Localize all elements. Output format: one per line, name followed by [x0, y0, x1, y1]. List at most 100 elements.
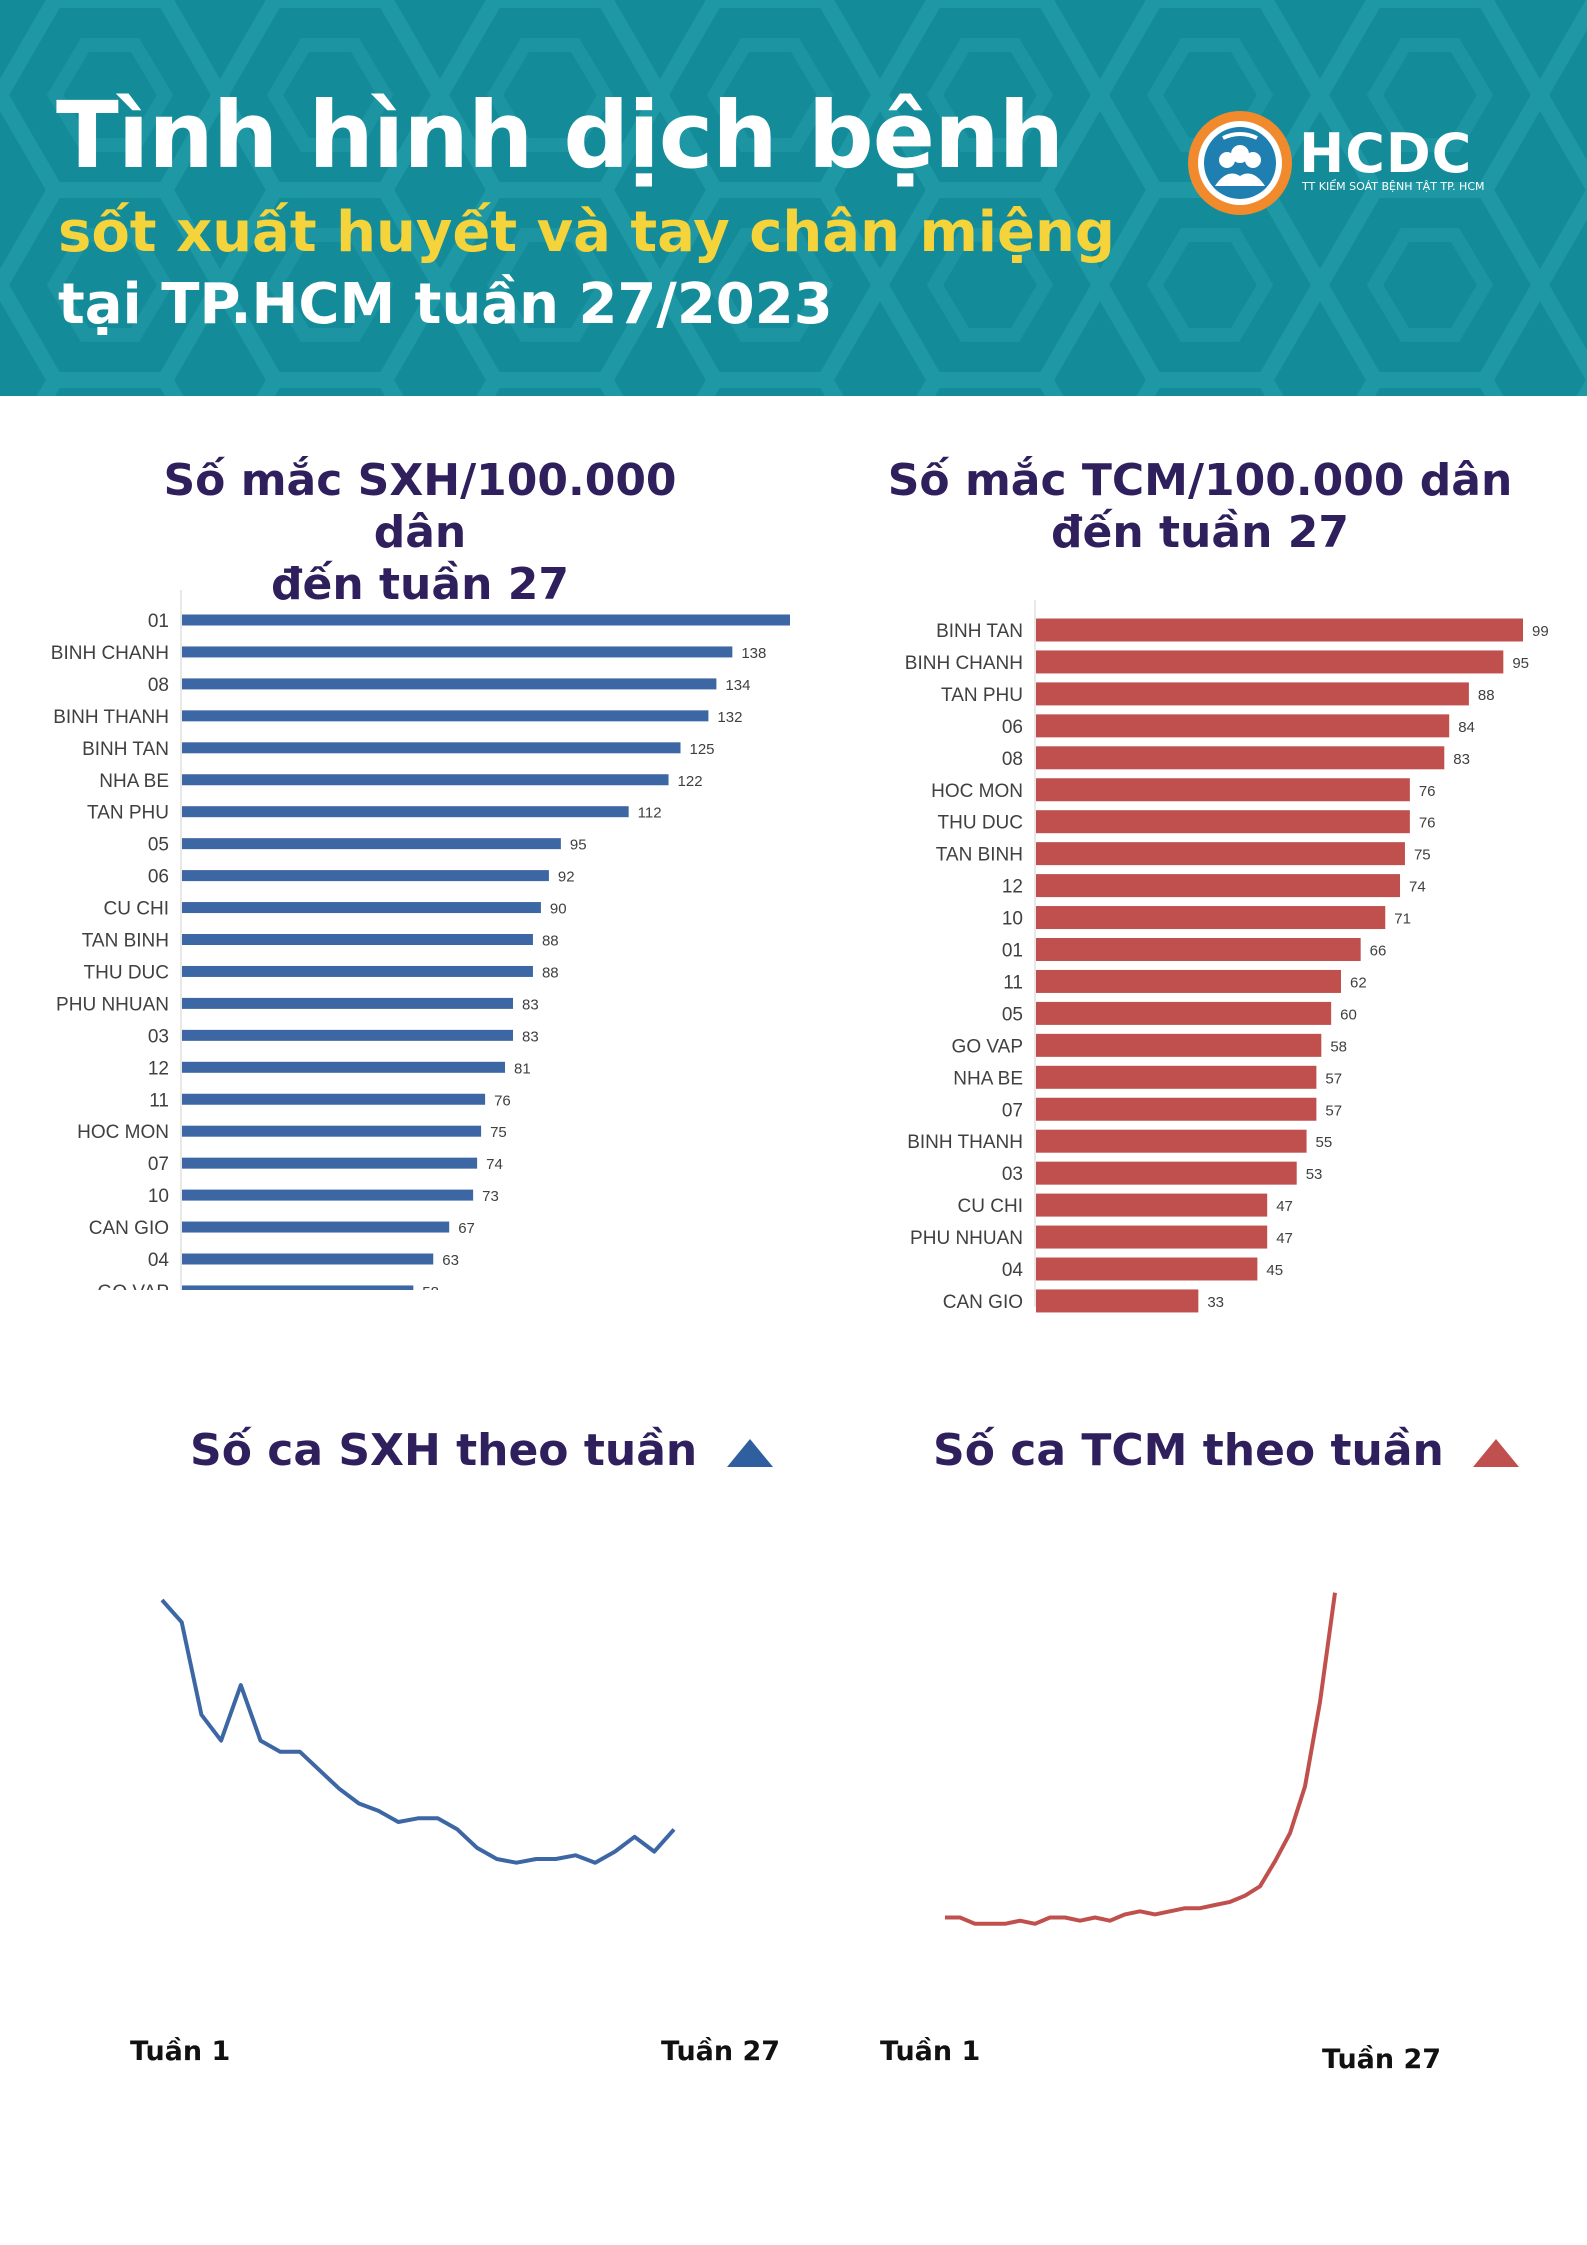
tcm-bar [1036, 1065, 1317, 1089]
tcm-category-label: 06 [1002, 717, 1023, 738]
sxh-value-label: 138 [741, 645, 766, 662]
tcm-bar [1036, 842, 1405, 866]
tcm-bar [1036, 778, 1410, 802]
sxh-value-label: 73 [482, 1188, 499, 1205]
sxh-value-label: 125 [690, 741, 715, 758]
tcm-category-label: BINH TAN [936, 621, 1023, 642]
tcm-category-label: 04 [1002, 1260, 1024, 1281]
tcm-category-label: CAN GIO [943, 1292, 1023, 1313]
sxh-bar [182, 678, 717, 690]
tcm-bar [1036, 969, 1341, 993]
sxh-category-label: HOC MON [77, 1122, 169, 1143]
page-subtitle-location: tại TP.HCM tuần 27/2023 [58, 272, 833, 337]
tcm-category-label: 07 [1002, 1100, 1023, 1121]
sxh-value-label: 75 [490, 1124, 507, 1141]
sxh-bar [182, 997, 514, 1009]
tcm-week-end-label: Tuần 27 [1322, 2044, 1442, 2075]
triangle-up-icon [1473, 1439, 1520, 1467]
sxh-value-label: 132 [717, 709, 742, 726]
tcm-bar [1036, 1033, 1322, 1057]
tcm-bar-chart-title: Số mắc TCM/100.000 dân đến tuần 27 [880, 455, 1520, 559]
sxh-bar [182, 774, 669, 786]
sxh-bar [182, 902, 541, 914]
tcm-value-label: 53 [1306, 1166, 1323, 1183]
tcm-line-chart-title: Số ca TCM theo tuần [933, 1425, 1521, 1476]
tcm-week-start-label: Tuần 1 [880, 2036, 981, 2067]
tcm-bar [1036, 650, 1504, 674]
triangle-up-icon [726, 1439, 773, 1467]
sxh-category-label: CU CHI [104, 899, 169, 920]
tcm-series-line [945, 1592, 1337, 1926]
tcm-category-label: 11 [1003, 972, 1023, 993]
sxh-category-label: BINH THANH [53, 707, 169, 728]
tcm-bar-title-line1: Số mắc TCM/100.000 dân [887, 455, 1513, 506]
tcm-category-label: 12 [1002, 877, 1023, 898]
tcm-value-label: 99 [1532, 623, 1549, 640]
tcm-value-label: 45 [1266, 1262, 1283, 1279]
sxh-bar [182, 614, 790, 626]
tcm-value-label: 71 [1394, 911, 1411, 928]
header-pattern [0, 0, 1587, 396]
tcm-line-chart [944, 1592, 1337, 1926]
tcm-value-label: 57 [1325, 1070, 1342, 1087]
tcm-category-label: HOC MON [931, 781, 1023, 802]
sxh-category-label: 12 [148, 1058, 169, 1079]
sxh-category-label: CAN GIO [89, 1218, 169, 1239]
logo-text: HCDC [1299, 122, 1473, 185]
sxh-week-end-label: Tuần 27 [661, 2036, 781, 2067]
tcm-value-label: 47 [1276, 1230, 1293, 1247]
sxh-bar [182, 1157, 478, 1169]
sxh-bar [182, 1125, 482, 1137]
tcm-value-label: 66 [1370, 943, 1387, 960]
tcm-value-label: 47 [1276, 1198, 1293, 1215]
tcm-bar [1036, 714, 1450, 738]
page-subtitle-disease: sốt xuất huyết và tay chân miệng [58, 200, 1115, 265]
tcm-bar [1036, 874, 1401, 898]
tcm-bar [1036, 810, 1410, 834]
tcm-category-label: PHU NHUAN [910, 1228, 1023, 1249]
sxh-value-label: 83 [522, 996, 539, 1013]
sxh-value-label: 88 [542, 964, 559, 981]
hcdc-logo: HCDC TT KIỂM SOÁT BỆNH TẬT TP. HCM [1185, 108, 1485, 228]
sxh-value-label: 122 [678, 773, 703, 790]
tcm-line-title-text: Số ca TCM theo tuần [933, 1425, 1444, 1476]
sxh-value-label: 90 [550, 901, 567, 918]
sxh-category-label: 11 [149, 1090, 169, 1111]
tcm-bar-chart: BINH TAN 99 BINH CHANH 95 TAN PHU 88 06 84 08 83 H… [905, 600, 1549, 1313]
sxh-bar [182, 1285, 414, 1290]
tcm-bar [1036, 1289, 1199, 1313]
page-title: Tình hình dịch bệnh [56, 82, 1064, 189]
tcm-category-label: NHA BE [953, 1068, 1023, 1089]
tcm-value-label: 76 [1419, 815, 1436, 832]
sxh-bar [182, 1221, 450, 1233]
tcm-category-label: TAN PHU [941, 685, 1023, 706]
tcm-value-label: 88 [1478, 687, 1495, 704]
tcm-value-label: 76 [1419, 783, 1436, 800]
tcm-value-label: 84 [1458, 719, 1475, 736]
sxh-category-label: 04 [148, 1250, 170, 1271]
sxh-value-label: 112 [638, 805, 662, 822]
sxh-bar [182, 710, 709, 722]
sxh-bar-title-line2: đến tuần 27 [271, 559, 569, 610]
sxh-value-label: 58 [422, 1284, 439, 1290]
tcm-value-label: 58 [1330, 1038, 1347, 1055]
sxh-category-label: GO VAP [98, 1282, 169, 1290]
tcm-category-label: 08 [1002, 749, 1023, 770]
tcm-value-label: 57 [1325, 1102, 1342, 1119]
sxh-category-label: 03 [148, 1026, 169, 1047]
tcm-category-label: 03 [1002, 1164, 1023, 1185]
sxh-value-label: 63 [442, 1252, 459, 1269]
hcdc-emblem-icon [1188, 111, 1292, 215]
sxh-category-label: BINH TAN [82, 739, 169, 760]
tcm-value-label: 75 [1414, 847, 1431, 864]
sxh-category-label: 06 [148, 867, 169, 888]
sxh-line-title-text: Số ca SXH theo tuần [190, 1425, 698, 1476]
tcm-category-label: GO VAP [952, 1036, 1023, 1057]
sxh-value-label: 83 [522, 1028, 539, 1045]
tcm-bar [1036, 1257, 1258, 1281]
sxh-category-label: 05 [148, 835, 169, 856]
sxh-category-label: TAN PHU [87, 803, 169, 824]
tcm-bar [1036, 1097, 1317, 1121]
sxh-bar-title-line1: Số mắc SXH/100.000 dân [163, 455, 677, 558]
